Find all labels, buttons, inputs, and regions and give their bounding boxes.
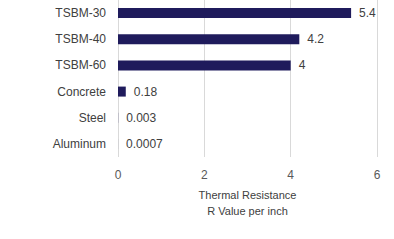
svg-text:TSBM-60: TSBM-60 <box>55 58 106 72</box>
svg-text:Steel: Steel <box>79 111 106 125</box>
svg-text:5.4: 5.4 <box>359 6 376 20</box>
svg-text:0.0007: 0.0007 <box>126 137 163 151</box>
svg-text:4: 4 <box>287 168 294 182</box>
svg-text:4: 4 <box>299 58 306 72</box>
svg-text:0: 0 <box>115 168 122 182</box>
svg-text:Aluminum: Aluminum <box>53 137 106 151</box>
svg-text:Concrete: Concrete <box>57 85 106 99</box>
svg-text:4.2: 4.2 <box>307 32 324 46</box>
svg-text:2: 2 <box>201 168 208 182</box>
svg-text:TSBM-30: TSBM-30 <box>55 6 106 20</box>
svg-text:R Value per inch: R Value per inch <box>207 205 288 217</box>
svg-text:6: 6 <box>374 168 381 182</box>
svg-text:TSBM-40: TSBM-40 <box>55 32 106 46</box>
svg-text:Thermal Resistance: Thermal Resistance <box>199 189 297 201</box>
svg-text:0.18: 0.18 <box>134 85 158 99</box>
svg-text:0.003: 0.003 <box>126 111 156 125</box>
